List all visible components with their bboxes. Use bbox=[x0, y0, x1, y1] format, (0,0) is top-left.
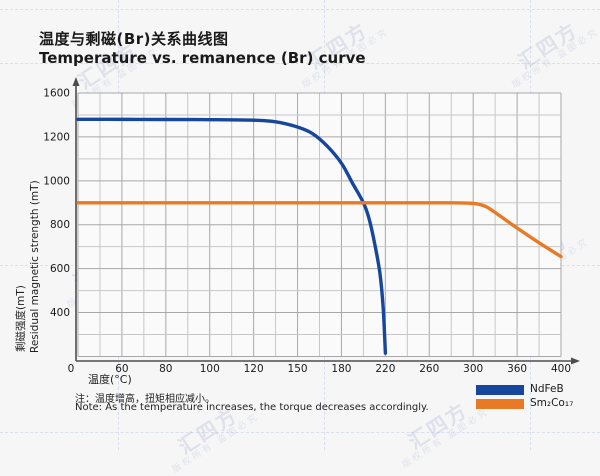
page-title-en: Temperature vs. remanence (Br) curve bbox=[39, 49, 366, 67]
note-zh: 注：温度增高，扭矩相应减小。 bbox=[75, 394, 215, 405]
x-tick-label: 120 bbox=[244, 363, 264, 375]
x-tick-label: 0 bbox=[68, 363, 75, 375]
chart-legend: NdFeB Sm₂Co₁₇ bbox=[476, 383, 573, 411]
note-en: Note: As the temperature increases, the … bbox=[75, 402, 429, 413]
x-axis-arrow-icon bbox=[571, 357, 580, 365]
legend-label: Sm₂Co₁₇ bbox=[530, 397, 574, 409]
x-tick-label: 100 bbox=[200, 363, 220, 375]
page-title-zh: 温度与剩磁(Br)关系曲线图 bbox=[39, 30, 229, 48]
plot-grid bbox=[77, 92, 562, 357]
axes bbox=[72, 77, 580, 365]
legend-item-ndfeb: NdFeB bbox=[476, 383, 573, 396]
y-tick-labels: 1600 1200 1000 800 600 400 bbox=[43, 88, 70, 320]
y-axis-arrow-icon bbox=[72, 77, 80, 86]
ndfeb-color-swatch bbox=[476, 384, 524, 395]
x-tick-label: 300 bbox=[463, 363, 483, 375]
y-tick-label: 1600 bbox=[43, 88, 70, 100]
legend-label: NdFeB bbox=[530, 383, 564, 395]
legend-item-sm2co17: Sm₂Co₁₇ bbox=[476, 397, 573, 410]
x-tick-label: 220 bbox=[375, 363, 395, 375]
x-tick-labels: 0 60 80 100 120 150 180 220 260 300 360 400 bbox=[68, 363, 571, 375]
x-tick-label: 180 bbox=[331, 363, 351, 375]
x-tick-label: 360 bbox=[507, 363, 527, 375]
x-tick-label: 80 bbox=[159, 363, 172, 375]
y-tick-label: 800 bbox=[50, 219, 70, 231]
x-tick-label: 260 bbox=[419, 363, 439, 375]
curve-SmCo bbox=[76, 201, 563, 259]
temperature-remanence-chart: 0 60 80 100 120 150 180 220 260 300 360 400 1600 1200… bbox=[43, 77, 580, 375]
sm2co17-color-swatch bbox=[476, 398, 524, 409]
x-tick-label: 400 bbox=[551, 363, 571, 375]
y-tick-label: 1000 bbox=[43, 175, 70, 187]
x-tick-label: 60 bbox=[115, 363, 128, 375]
curve-NdFeB bbox=[76, 117, 388, 355]
x-tick-label: 150 bbox=[288, 363, 308, 375]
y-tick-label: 400 bbox=[50, 307, 70, 319]
x-axis-title: 温度(°C) bbox=[88, 373, 132, 386]
y-tick-label: 600 bbox=[50, 263, 70, 275]
y-tick-label: 1200 bbox=[43, 131, 70, 143]
